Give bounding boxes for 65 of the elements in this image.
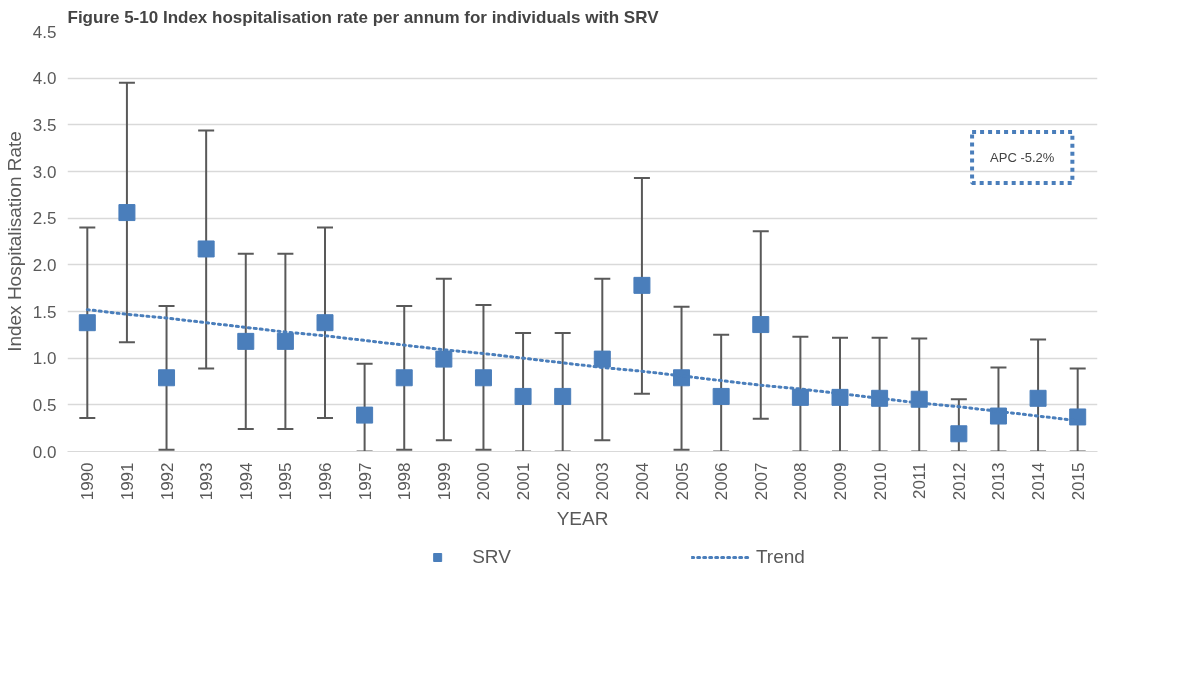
point	[989, 407, 1007, 425]
x-tick-label: 2008	[791, 462, 811, 501]
point	[633, 276, 651, 294]
point	[158, 369, 176, 387]
x-tick-label: 2005	[672, 462, 692, 501]
point	[78, 314, 96, 332]
y-tick-label: 3.5	[32, 115, 57, 135]
x-tick-label: 2015	[1068, 462, 1088, 501]
y-axis-title: Index Hospitalisation Rate	[3, 131, 25, 352]
x-tick-label: 2006	[712, 462, 732, 501]
point	[435, 350, 453, 368]
y-tick-label: 4.5	[32, 22, 57, 42]
x-tick-label: 1996	[316, 462, 335, 501]
point	[1069, 408, 1087, 426]
point	[752, 316, 770, 334]
x-tick-label: 2014	[1029, 462, 1049, 501]
point	[831, 388, 849, 406]
y-tick-label: 3.0	[32, 162, 57, 182]
point	[276, 332, 294, 350]
x-tick-label: 1991	[117, 462, 137, 501]
x-tick-label: 1998	[395, 462, 415, 501]
point	[514, 387, 532, 405]
point	[395, 369, 413, 387]
y-tick-label: 0.0	[32, 442, 57, 462]
point	[1029, 389, 1047, 407]
x-tick-label: 2007	[751, 462, 771, 501]
x-tick-label: 1992	[157, 462, 177, 501]
x-tick-label: 2011	[910, 462, 930, 500]
x-tick-label: 1995	[276, 462, 296, 501]
point	[712, 387, 730, 405]
legend-label: SRV	[472, 546, 511, 568]
point	[118, 204, 136, 222]
x-axis-title: YEAR	[556, 508, 609, 530]
x-tick-label: 2010	[870, 462, 890, 501]
x-tick-label: 1994	[236, 462, 256, 501]
y-tick-label: 1.5	[32, 302, 57, 322]
x-tick-label: 2009	[831, 462, 850, 501]
point	[197, 240, 215, 258]
x-tick-label: 1999	[434, 462, 454, 501]
x-tick-label: 2002	[553, 462, 573, 501]
x-tick-label: 1990	[78, 462, 98, 501]
point	[791, 388, 809, 406]
y-tick-label: 1.0	[32, 349, 57, 369]
point	[316, 314, 334, 332]
x-tick-label: 2000	[474, 462, 494, 501]
point	[593, 350, 611, 368]
annotation: APC -5.2%	[990, 150, 1055, 165]
legend-label: Trend	[755, 546, 805, 568]
x-tick-label: 2003	[593, 462, 613, 501]
x-tick-label: 1997	[355, 462, 375, 501]
x-tick-label: 2013	[989, 462, 1009, 501]
point	[950, 425, 968, 443]
y-tick-label: 2.5	[32, 209, 57, 229]
point	[356, 406, 374, 424]
point	[474, 369, 492, 387]
y-tick-label: 4.0	[32, 69, 57, 89]
x-tick-label: 2004	[632, 462, 652, 501]
chart-title: Figure 5-10 Index hospitalisation rate per annum for individuals with SRV	[67, 7, 660, 27]
x-tick-label: 1993	[197, 462, 217, 501]
x-tick-label: 2001	[514, 462, 534, 501]
x-tick-label: 2012	[949, 462, 969, 501]
point	[554, 387, 572, 405]
y-tick-label: 2.0	[32, 255, 57, 275]
point	[237, 332, 255, 350]
y-tick-label: 0.5	[32, 395, 57, 415]
